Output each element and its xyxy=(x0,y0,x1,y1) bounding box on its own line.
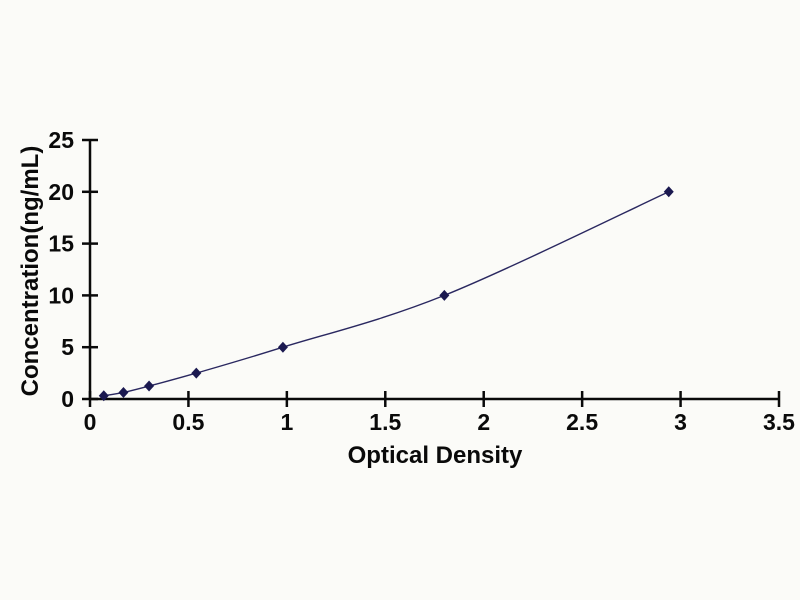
x-tick-label: 2 xyxy=(477,409,490,435)
y-axis-title: Concentration(ng/mL) xyxy=(17,145,44,397)
x-tick-label: 1 xyxy=(280,409,293,435)
data-point-marker xyxy=(277,341,288,353)
y-tick-label: 5 xyxy=(61,334,74,360)
x-tick-label: 0 xyxy=(84,409,97,435)
data-point-marker xyxy=(663,186,674,198)
data-point-marker xyxy=(98,390,109,402)
y-tick-label: 25 xyxy=(48,127,74,153)
series-line xyxy=(103,191,670,397)
x-tick-label: 3.5 xyxy=(763,409,795,435)
x-tick-label: 3 xyxy=(674,409,687,435)
data-point-marker xyxy=(118,386,129,398)
y-tick-label: 20 xyxy=(48,179,74,205)
x-tick-label: 1.5 xyxy=(369,409,401,435)
y-tick-label: 10 xyxy=(48,282,74,308)
data-point-marker xyxy=(191,367,202,379)
data-point-marker xyxy=(144,380,155,392)
y-tick-label: 15 xyxy=(48,231,74,257)
x-axis-title: Optical Density xyxy=(347,442,523,469)
x-tick-label: 0.5 xyxy=(172,409,204,435)
y-tick-label: 0 xyxy=(61,386,74,412)
data-point-marker xyxy=(439,289,450,301)
x-tick-label: 2.5 xyxy=(566,409,598,435)
